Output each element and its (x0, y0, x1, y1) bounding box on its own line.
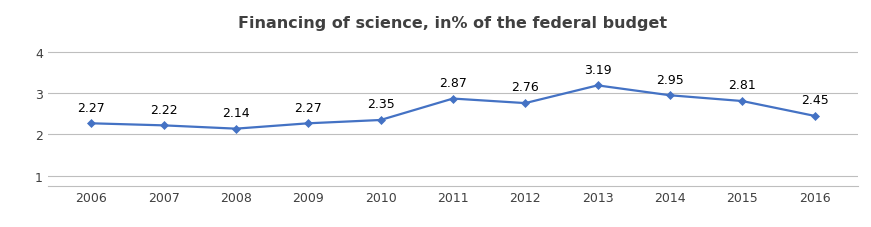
Title: Financing of science, in% of the federal budget: Financing of science, in% of the federal… (239, 16, 667, 31)
Text: 2.45: 2.45 (800, 94, 828, 107)
Text: 2.87: 2.87 (439, 76, 467, 89)
Text: 2.27: 2.27 (294, 101, 322, 114)
Text: 2.27: 2.27 (78, 101, 105, 114)
Text: 2.95: 2.95 (656, 73, 684, 86)
Text: 2.81: 2.81 (728, 79, 756, 92)
Text: 2.14: 2.14 (222, 106, 250, 119)
Text: 2.76: 2.76 (511, 81, 539, 94)
Text: 3.19: 3.19 (584, 63, 611, 76)
Text: 2.22: 2.22 (150, 103, 178, 116)
Text: 2.35: 2.35 (367, 98, 395, 111)
